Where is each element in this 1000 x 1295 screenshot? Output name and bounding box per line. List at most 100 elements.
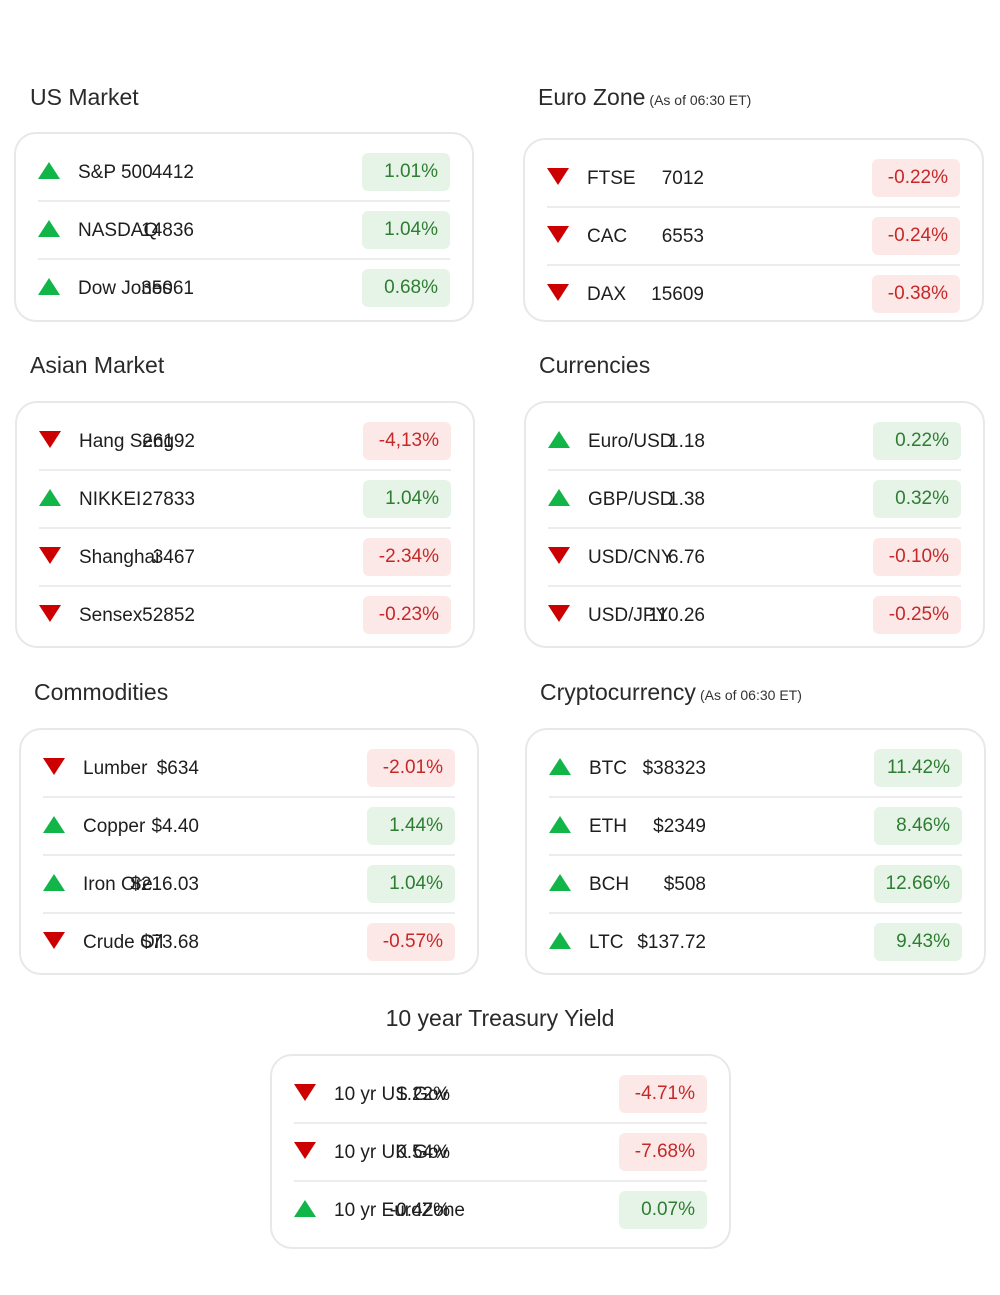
market-row[interactable]: ETH $2349 8.46% (549, 798, 962, 856)
euro-zone-title: Euro Zone (As of 06:30 ET) (538, 84, 751, 111)
market-row[interactable]: Sensex 52852 -0.23% (39, 587, 451, 645)
row-value: $634 (156, 758, 199, 779)
row-name: USD/JPY (588, 605, 669, 626)
market-row[interactable]: Lumber $634 -2.01% (43, 740, 455, 798)
row-name: BCH (589, 874, 630, 895)
row-name: Lumber (83, 758, 148, 779)
market-row[interactable]: FTSE 7012 -0.22% (547, 150, 960, 208)
us-market-card: S&P 500 4412 1.01% NASDAQ 14836 1.04% Dow Jone… (14, 132, 474, 322)
change-badge: -0.25% (873, 596, 961, 634)
market-row[interactable]: Dow Jones 35061 0.68% (38, 260, 450, 318)
market-row[interactable]: 10 yr EuroZone -0.42% 0.07% (294, 1182, 707, 1240)
triangle-up-icon (38, 278, 60, 295)
triangle-up-icon (549, 874, 571, 891)
market-row[interactable]: Euro/USD 1.18 0.22% (548, 413, 961, 471)
row-name: Iron Ore (83, 874, 153, 895)
row-name: BTC (589, 758, 627, 779)
row-value: 0.54% (396, 1142, 450, 1163)
triangle-down-icon (547, 284, 569, 301)
treasury-title: 10 year Treasury Yield (0, 1005, 1000, 1032)
change-badge: -7.68% (619, 1133, 707, 1171)
market-row[interactable]: USD/JPY 110.26 -0.25% (548, 587, 961, 645)
market-row[interactable]: Iron Ore $216.03 1.04% (43, 856, 455, 914)
market-row[interactable]: NIKKEI 27833 1.04% (39, 471, 451, 529)
triangle-up-icon (549, 758, 571, 775)
change-badge: 1.04% (367, 865, 455, 903)
row-name: 10 yr EuroZone (334, 1200, 465, 1221)
row-divider (38, 258, 450, 260)
change-badge: 1.04% (362, 211, 450, 249)
market-row[interactable]: 10 yr UK Gov 0.54% -7.68% (294, 1124, 707, 1182)
currencies-title-text: Currencies (539, 352, 651, 378)
row-divider (549, 912, 962, 914)
row-value: 4412 (151, 162, 194, 183)
triangle-down-icon (548, 605, 570, 622)
market-row[interactable]: DAX 15609 -0.38% (547, 266, 960, 324)
us-market-title: US Market (30, 84, 139, 111)
row-name: Copper (83, 816, 146, 837)
row-divider (548, 527, 961, 529)
row-value: $4.40 (151, 816, 199, 837)
market-row[interactable]: LTC $137.72 9.43% (549, 914, 962, 972)
row-value: -0.42% (389, 1200, 450, 1221)
change-badge: 8.46% (874, 807, 962, 845)
change-badge: -2.01% (367, 749, 455, 787)
market-row[interactable]: Shanghai 3467 -2.34% (39, 529, 451, 587)
row-value: 52852 (142, 605, 195, 626)
row-divider (548, 585, 961, 587)
row-value: 110.26 (648, 605, 705, 626)
market-row[interactable]: S&P 500 4412 1.01% (38, 144, 450, 202)
treasury-title-text: 10 year Treasury Yield (385, 1005, 615, 1031)
row-name: NASDAQ (78, 220, 159, 241)
triangle-up-icon (549, 816, 571, 833)
row-value: 3467 (152, 547, 195, 568)
asian-market-title: Asian Market (30, 352, 164, 379)
row-divider (39, 527, 451, 529)
market-row[interactable]: 10 yr US Gov 1.22% -4.71% (294, 1066, 707, 1124)
change-badge: 12.66% (874, 865, 962, 903)
market-row[interactable]: GBP/USD 1.38 0.32% (548, 471, 961, 529)
row-value: 26192 (142, 431, 195, 452)
market-row[interactable]: Copper $4.40 1.44% (43, 798, 455, 856)
change-badge: -0.24% (872, 217, 960, 255)
change-badge: 0.07% (619, 1191, 707, 1229)
triangle-down-icon (43, 932, 65, 949)
market-row[interactable]: BCH $508 12.66% (549, 856, 962, 914)
row-name: FTSE (587, 168, 636, 189)
cryptocurrency-timestamp: (As of 06:30 ET) (699, 687, 802, 703)
change-badge: 0.32% (873, 480, 961, 518)
row-value: $137.72 (637, 932, 706, 953)
change-badge: 1.44% (367, 807, 455, 845)
row-value: 1.22% (396, 1084, 450, 1105)
row-name: Shanghai (79, 547, 160, 568)
row-divider (39, 469, 451, 471)
triangle-up-icon (548, 431, 570, 448)
row-divider (43, 796, 455, 798)
treasury-card: 10 yr US Gov 1.22% -4.71% 10 yr UK Gov 0.54%… (270, 1054, 731, 1249)
market-row[interactable]: CAC 6553 -0.24% (547, 208, 960, 266)
row-value: 6.76 (668, 547, 705, 568)
row-divider (39, 585, 451, 587)
row-name: Hang Seng (79, 431, 175, 452)
market-row[interactable]: BTC $38323 11.42% (549, 740, 962, 798)
market-row[interactable]: Hang Seng 26192 -4,13% (39, 413, 451, 471)
market-row[interactable]: USD/CNY 6.76 -0.10% (548, 529, 961, 587)
triangle-up-icon (294, 1200, 316, 1217)
row-value: 14836 (141, 220, 194, 241)
triangle-up-icon (43, 874, 65, 891)
commodities-title: Commodities (34, 679, 168, 706)
triangle-up-icon (39, 489, 61, 506)
row-divider (548, 469, 961, 471)
row-name: S&P 500 (78, 162, 153, 183)
market-row[interactable]: Crude Oil $73.68 -0.57% (43, 914, 455, 972)
row-value: 27833 (142, 489, 195, 510)
market-row[interactable]: NASDAQ 14836 1.04% (38, 202, 450, 260)
commodities-card: Lumber $634 -2.01% Copper $4.40 1.44% Iron Ore… (19, 728, 479, 975)
change-badge: 9.43% (874, 923, 962, 961)
change-badge: -4.71% (619, 1075, 707, 1113)
row-value: $2349 (653, 816, 706, 837)
us-market-title-text: US Market (30, 84, 139, 110)
triangle-down-icon (39, 547, 61, 564)
row-value: 35061 (141, 278, 194, 299)
row-value: 1.18 (668, 431, 705, 452)
